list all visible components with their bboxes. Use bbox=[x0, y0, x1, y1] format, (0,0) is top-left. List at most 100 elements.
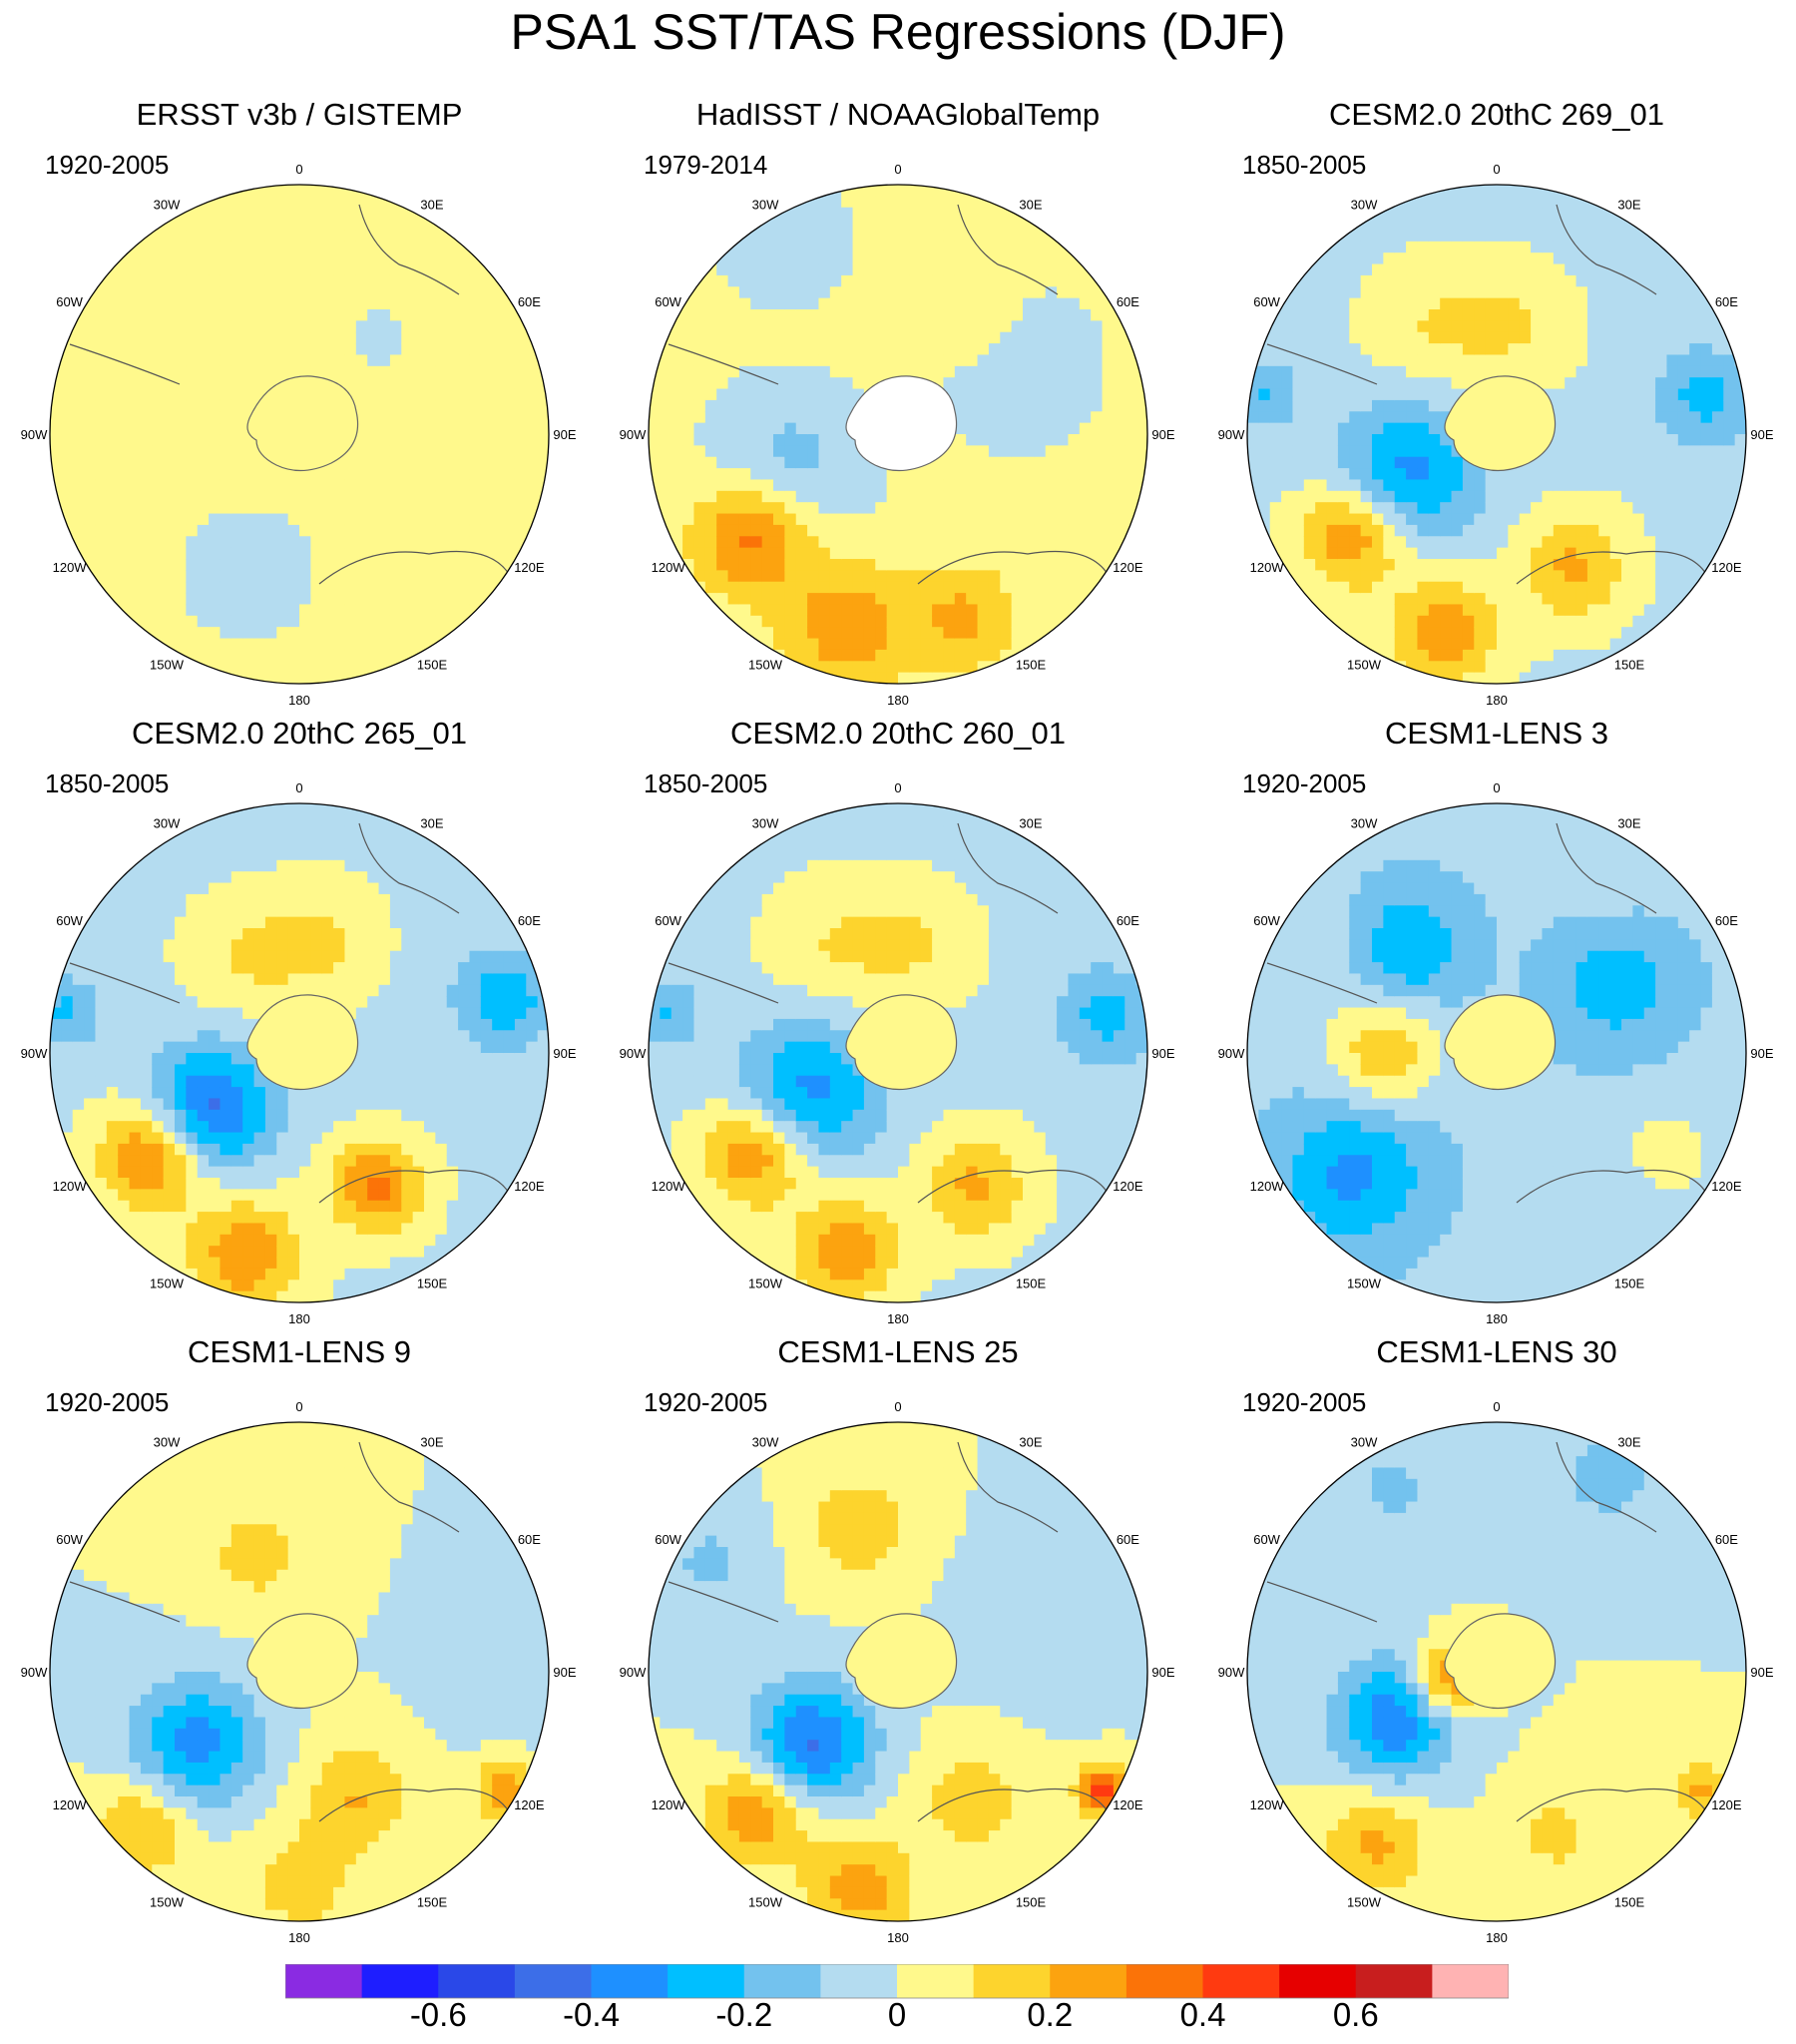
field-cell bbox=[1113, 399, 1125, 412]
field-cell bbox=[1034, 479, 1047, 492]
field-cell bbox=[1124, 502, 1137, 515]
field-cell bbox=[242, 331, 255, 344]
field-cell bbox=[795, 365, 808, 378]
field-cell bbox=[1542, 196, 1555, 209]
field-cell bbox=[693, 559, 706, 571]
field-cell bbox=[480, 309, 493, 321]
field-cell bbox=[401, 638, 414, 651]
field-cell bbox=[988, 615, 1001, 628]
field-cell bbox=[977, 513, 990, 526]
field-cell bbox=[220, 320, 232, 333]
field-cell bbox=[841, 230, 854, 243]
field-cell bbox=[1677, 388, 1690, 401]
field-cell bbox=[242, 241, 255, 254]
field-cell bbox=[209, 445, 222, 458]
field-cell bbox=[898, 479, 910, 492]
field-cell bbox=[412, 524, 425, 537]
field-cell bbox=[469, 593, 482, 606]
field-cell bbox=[1508, 241, 1521, 254]
field-cell bbox=[1542, 456, 1555, 469]
field-cell bbox=[704, 388, 717, 401]
field-cell bbox=[1474, 615, 1487, 628]
field-cell bbox=[367, 468, 380, 481]
field-cell bbox=[209, 185, 222, 197]
field-cell bbox=[242, 230, 255, 243]
field-cell bbox=[807, 331, 820, 344]
field-cell bbox=[321, 207, 334, 220]
field-cell bbox=[1485, 604, 1498, 617]
field-cell bbox=[106, 388, 119, 401]
field-cell bbox=[1023, 320, 1035, 333]
field-cell bbox=[1292, 365, 1305, 378]
field-cell bbox=[1360, 320, 1373, 333]
field-cell bbox=[1315, 399, 1328, 412]
field-cell bbox=[469, 479, 482, 492]
field-cell bbox=[253, 343, 266, 356]
field-cell bbox=[954, 649, 967, 662]
field-cell bbox=[773, 570, 785, 583]
field-cell bbox=[209, 536, 222, 549]
field-cell bbox=[1531, 547, 1544, 560]
field-cell bbox=[458, 547, 471, 560]
field-cell bbox=[977, 388, 990, 401]
field-cell bbox=[1723, 399, 1736, 412]
field-cell bbox=[738, 422, 751, 435]
field-cell bbox=[807, 524, 820, 537]
field-cell bbox=[1394, 468, 1407, 481]
field-cell bbox=[1281, 411, 1294, 424]
field-cell bbox=[671, 365, 683, 378]
field-cell bbox=[909, 661, 922, 674]
field-cell bbox=[1326, 627, 1339, 640]
field-cell bbox=[1474, 354, 1487, 367]
field-cell bbox=[526, 468, 539, 481]
field-cell bbox=[220, 479, 232, 492]
field-cell bbox=[988, 286, 1001, 299]
field-cell bbox=[378, 297, 391, 310]
field-cell bbox=[492, 331, 505, 344]
field-cell bbox=[333, 536, 346, 549]
field-cell bbox=[1440, 524, 1453, 537]
field-cell bbox=[1326, 263, 1339, 276]
field-cell bbox=[355, 241, 368, 254]
field-cell bbox=[898, 263, 910, 276]
field-cell bbox=[197, 581, 210, 594]
field-cell bbox=[1565, 581, 1577, 594]
field-cell bbox=[977, 649, 990, 662]
field-cell bbox=[1711, 468, 1724, 481]
field-cell bbox=[1609, 502, 1622, 515]
field-cell bbox=[1440, 365, 1453, 378]
field-cell bbox=[977, 434, 990, 446]
field-cell bbox=[175, 241, 187, 254]
field-cell bbox=[1406, 365, 1419, 378]
field-cell bbox=[152, 524, 165, 537]
field-cell bbox=[186, 661, 199, 674]
field-cell bbox=[1315, 593, 1328, 606]
field-cell bbox=[1337, 297, 1350, 310]
field-cell bbox=[750, 388, 763, 401]
field-cell bbox=[264, 547, 277, 560]
field-cell bbox=[727, 399, 740, 412]
field-cell bbox=[1326, 411, 1339, 424]
field-cell bbox=[1643, 365, 1656, 378]
field-cell bbox=[163, 241, 176, 254]
field-cell bbox=[1553, 649, 1566, 662]
field-cell bbox=[367, 490, 380, 503]
field-cell bbox=[1542, 219, 1555, 232]
field-cell bbox=[1531, 479, 1544, 492]
field-cell bbox=[807, 513, 820, 526]
field-cell bbox=[932, 581, 945, 594]
field-cell bbox=[852, 343, 865, 356]
field-cell bbox=[1068, 468, 1081, 481]
field-cell bbox=[106, 377, 119, 390]
field-cell bbox=[378, 422, 391, 435]
field-cell bbox=[977, 661, 990, 674]
field-cell bbox=[784, 661, 797, 674]
field-cell bbox=[943, 388, 956, 401]
field-cell bbox=[1315, 377, 1328, 390]
field-cell bbox=[966, 253, 979, 265]
field-cell bbox=[355, 253, 368, 265]
field-cell bbox=[1023, 536, 1035, 549]
field-cell bbox=[807, 649, 820, 662]
field-cell bbox=[242, 399, 255, 412]
field-cell bbox=[1372, 354, 1384, 367]
